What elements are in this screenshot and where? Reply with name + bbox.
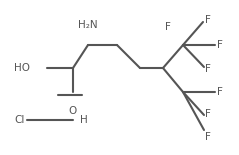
Text: F: F	[165, 22, 171, 32]
Text: H₂N: H₂N	[78, 20, 98, 30]
Text: F: F	[205, 15, 211, 25]
Text: F: F	[205, 64, 211, 74]
Text: F: F	[217, 87, 223, 97]
Text: O: O	[69, 106, 77, 116]
Text: F: F	[217, 40, 223, 50]
Text: F: F	[205, 109, 211, 119]
Text: Cl: Cl	[14, 115, 24, 125]
Text: HO: HO	[14, 63, 30, 73]
Text: H: H	[80, 115, 88, 125]
Text: F: F	[205, 132, 211, 142]
